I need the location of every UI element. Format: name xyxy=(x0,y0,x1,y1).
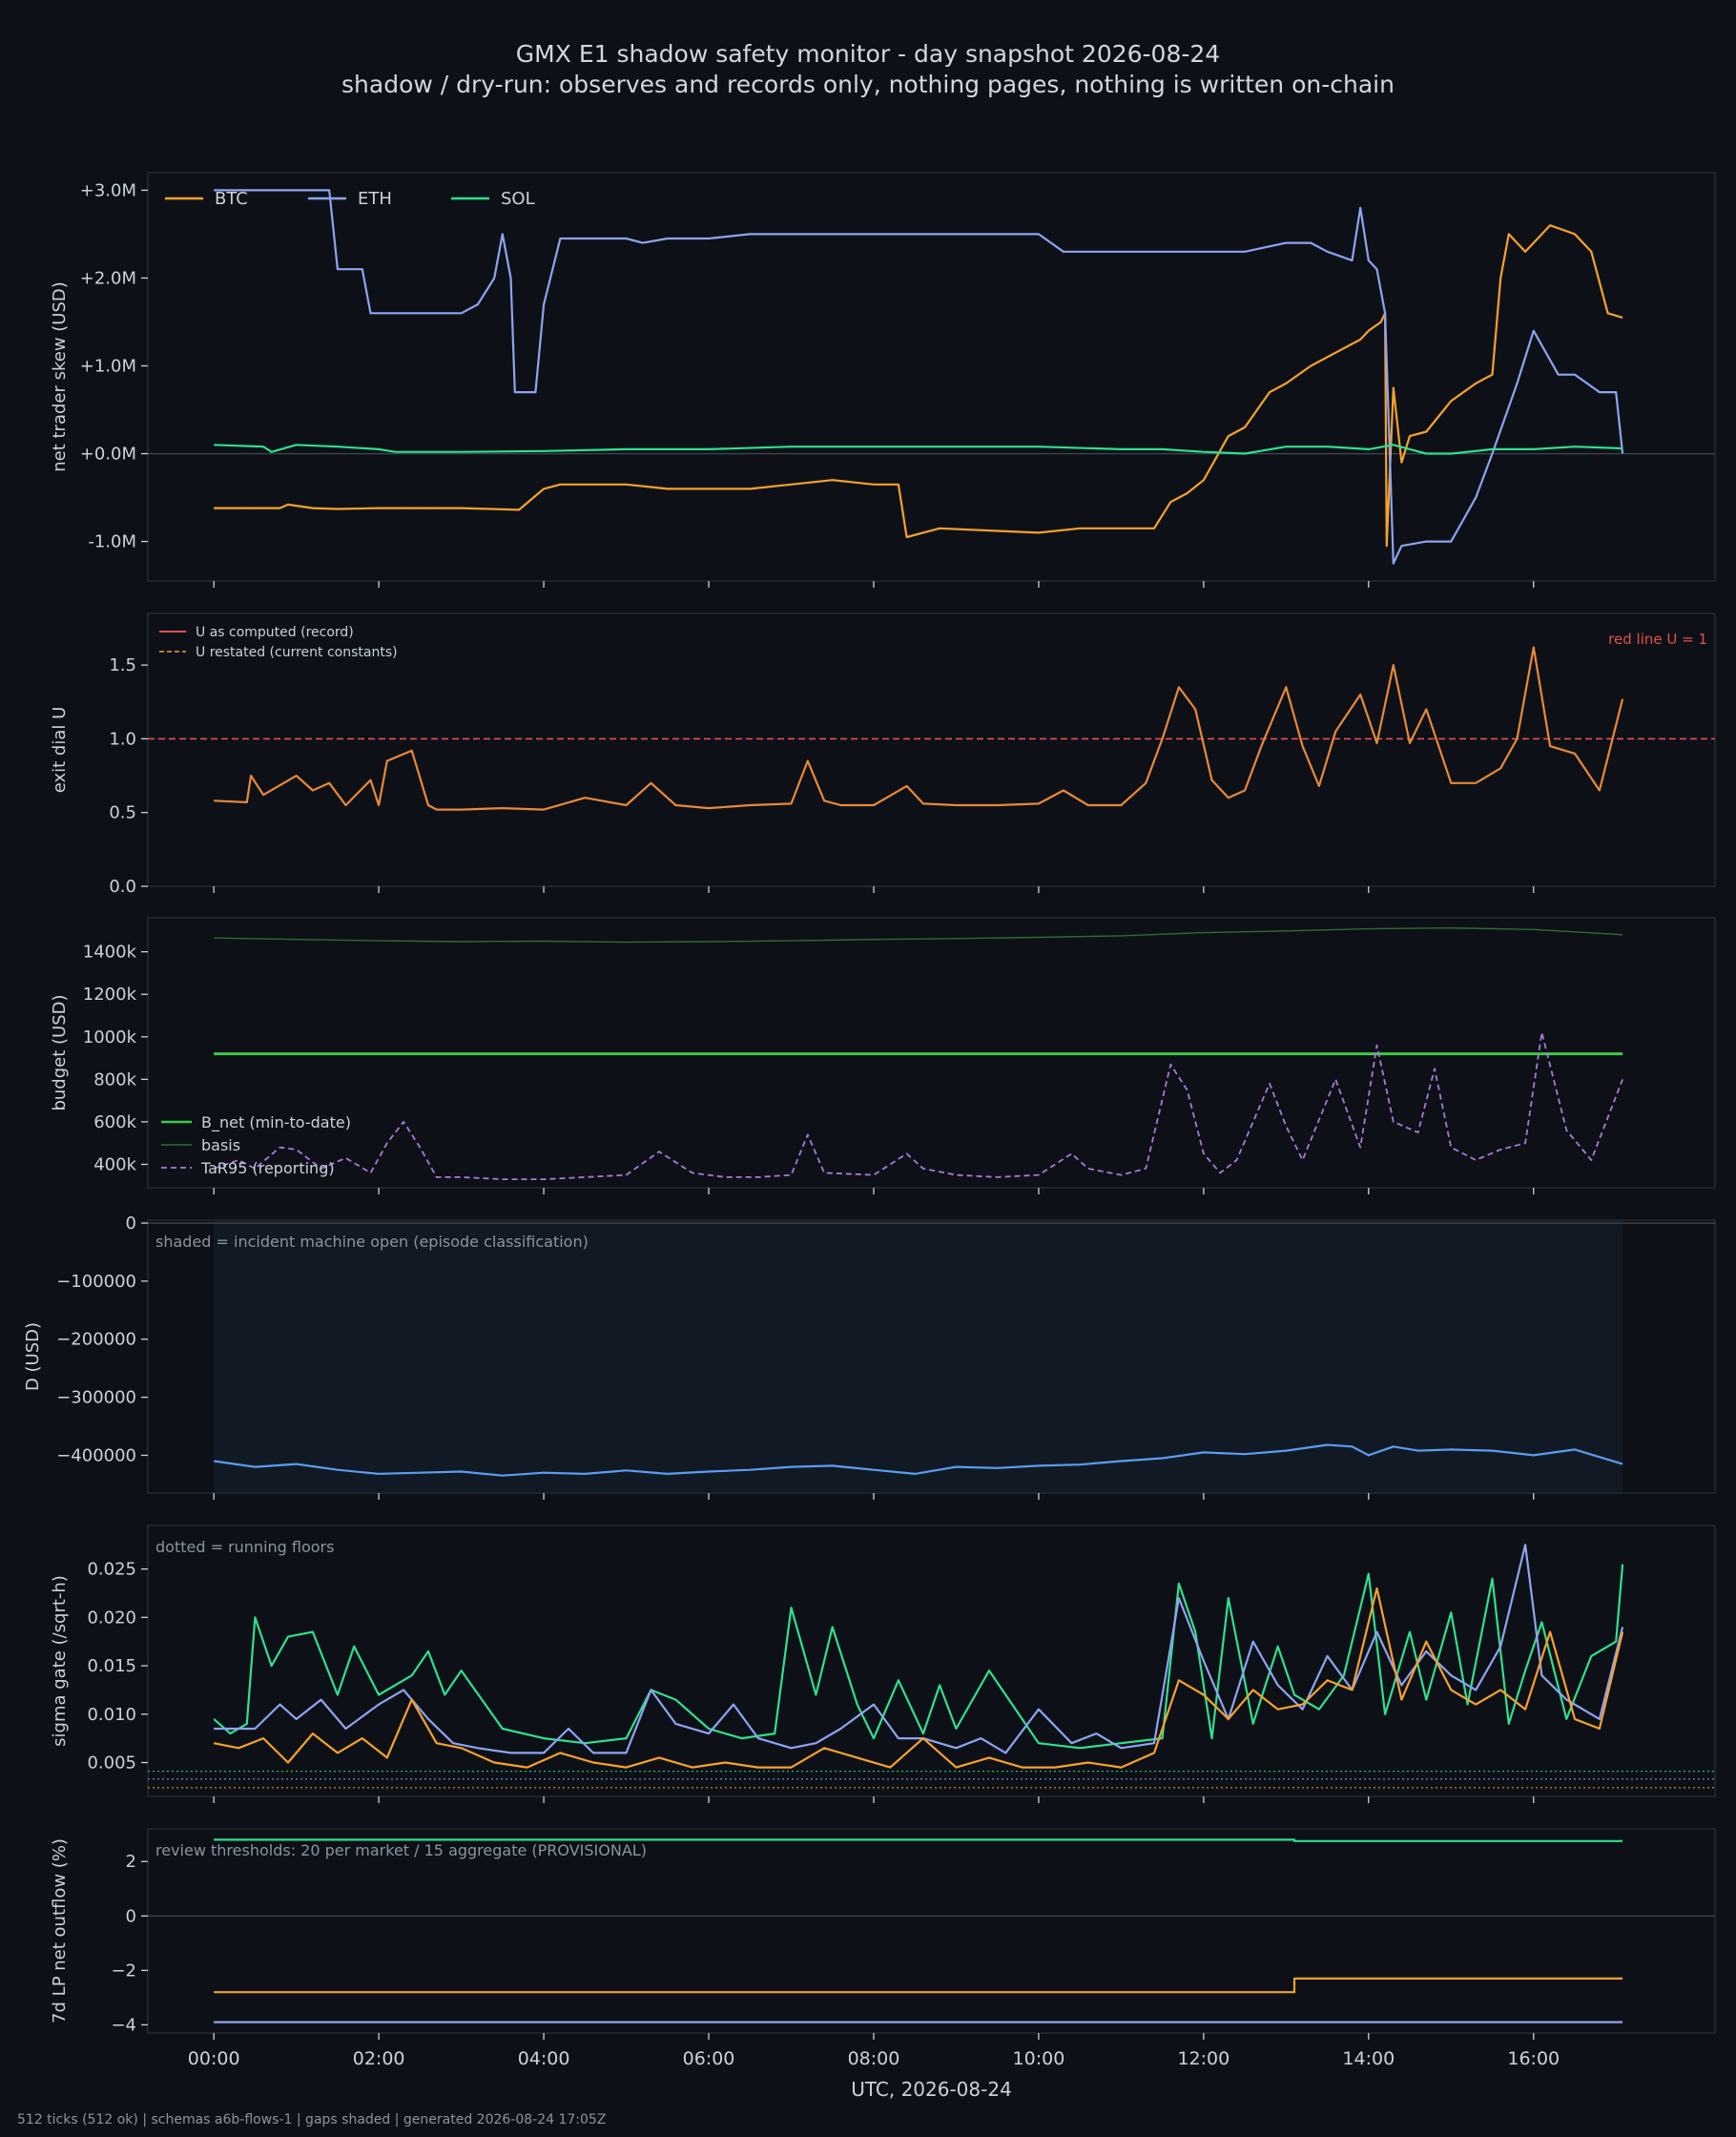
sigma-y-tick-label: 0.020 xyxy=(87,1608,136,1628)
lp-y-tick-label: −2 xyxy=(111,1961,136,1981)
x-tick-label: 12:00 xyxy=(1177,2048,1230,2069)
budget-series-basis xyxy=(214,927,1623,944)
budget-legend-label: B_net (min-to-date) xyxy=(201,1113,351,1132)
sigma-series-eth xyxy=(214,1544,1624,1754)
sigma-series-btc xyxy=(213,1587,1624,1769)
chart-title: GMX E1 shadow safety monitor - day snaps… xyxy=(515,40,1221,68)
budget-series-tar95-reporting- xyxy=(213,1031,1623,1180)
udial-y-tick-label: 1.0 xyxy=(109,729,136,749)
skew-legend-label: BTC xyxy=(215,189,248,209)
x-tick-label: 02:00 xyxy=(353,2048,405,2069)
udial-panel-frame xyxy=(147,612,1716,887)
udial-legend-label: U as computed (record) xyxy=(196,625,354,640)
sigma-y-tick-label: 0.010 xyxy=(87,1705,136,1725)
x-tick-label: 04:00 xyxy=(518,2048,570,2069)
x-tick-label: 14:00 xyxy=(1342,2048,1395,2069)
skew-series-btc xyxy=(214,224,1623,548)
lp-y-axis-label: 7d LP net outflow (%) xyxy=(50,1838,70,2023)
x-tick-label: 06:00 xyxy=(683,2048,735,2069)
udial-legend-label: U restated (current constants) xyxy=(196,645,398,660)
skew-y-tick-label: +1.0M xyxy=(80,356,136,376)
budget-y-tick-label: 400k xyxy=(93,1154,136,1174)
dusd-y-tick-label: −400000 xyxy=(56,1445,136,1465)
budget-y-tick-label: 800k xyxy=(93,1069,136,1089)
skew-legend-label: ETH xyxy=(358,189,392,209)
udial-red-line-label: red line U = 1 xyxy=(1608,631,1707,648)
x-tick-label: 08:00 xyxy=(848,2048,900,2069)
dusd-y-axis-label: D (USD) xyxy=(23,1322,43,1391)
sigma-y-tick-label: 0.015 xyxy=(87,1656,136,1676)
sigma-note: dotted = running floors xyxy=(155,1538,334,1556)
dusd-shaded-region xyxy=(214,1221,1623,1492)
lp-y-tick-label: −4 xyxy=(111,2015,136,2035)
lp-series-btc xyxy=(214,1977,1623,1994)
skew-y-tick-label: -1.0M xyxy=(88,532,136,552)
dusd-series-d xyxy=(214,1443,1623,1477)
skew-y-tick-label: +2.0M xyxy=(80,268,136,288)
skew-legend-label: SOL xyxy=(501,189,535,209)
budget-y-tick-label: 1400k xyxy=(83,943,137,963)
x-tick-label: 10:00 xyxy=(1013,2048,1065,2069)
x-axis-label: UTC, 2026-08-24 xyxy=(851,2078,1012,2101)
dusd-y-tick-label: −200000 xyxy=(56,1330,136,1350)
sigma-panel-frame xyxy=(147,1525,1716,1797)
lp-series-sol xyxy=(214,1838,1623,1842)
dusd-y-tick-label: 0 xyxy=(126,1214,136,1234)
budget-legend-label: TaR95 (reporting) xyxy=(200,1159,335,1177)
udial-y-axis-label: exit dial U xyxy=(50,707,70,794)
skew-series-sol xyxy=(214,444,1623,455)
udial-y-tick-label: 0.0 xyxy=(109,877,136,897)
lp-y-tick-label: 0 xyxy=(126,1906,136,1926)
lp-note: review thresholds: 20 per market / 15 ag… xyxy=(155,1841,647,1859)
sigma-series-sol xyxy=(213,1564,1624,1750)
x-tick-label: 00:00 xyxy=(188,2048,240,2069)
budget-y-tick-label: 1000k xyxy=(83,1027,137,1048)
skew-y-tick-label: +0.0M xyxy=(80,445,136,465)
skew-y-axis-label: net trader skew (USD) xyxy=(50,281,70,472)
skew-y-tick-label: +3.0M xyxy=(80,180,136,200)
chart-subtitle: shadow / dry-run: observes and records o… xyxy=(341,71,1395,98)
skew-panel-frame xyxy=(147,172,1716,582)
dusd-y-tick-label: −300000 xyxy=(56,1388,136,1408)
sigma-y-tick-label: 0.005 xyxy=(87,1753,136,1774)
udial-y-tick-label: 0.5 xyxy=(109,803,136,823)
budget-legend-label: basis xyxy=(201,1136,240,1154)
footer-status: 512 ticks (512 ok) | schemas a6b-flows-1… xyxy=(17,2112,607,2127)
sigma-y-tick-label: 0.025 xyxy=(87,1560,136,1580)
udial-y-tick-label: 1.5 xyxy=(109,655,136,675)
sigma-y-axis-label: sigma gate (/sqrt-h) xyxy=(50,1575,70,1747)
udial-series-u-as-computed-record- xyxy=(214,646,1624,811)
dusd-shade-note: shaded = incident machine open (episode … xyxy=(155,1233,589,1251)
budget-y-axis-label: budget (USD) xyxy=(50,994,70,1110)
x-tick-label: 16:00 xyxy=(1507,2048,1560,2069)
skew-series-eth xyxy=(214,189,1624,565)
budget-y-tick-label: 600k xyxy=(93,1112,136,1132)
budget-y-tick-label: 1200k xyxy=(83,985,137,1005)
lp-panel-frame xyxy=(147,1828,1716,2034)
lp-y-tick-label: 2 xyxy=(126,1852,136,1872)
dusd-y-tick-label: −100000 xyxy=(56,1272,136,1292)
